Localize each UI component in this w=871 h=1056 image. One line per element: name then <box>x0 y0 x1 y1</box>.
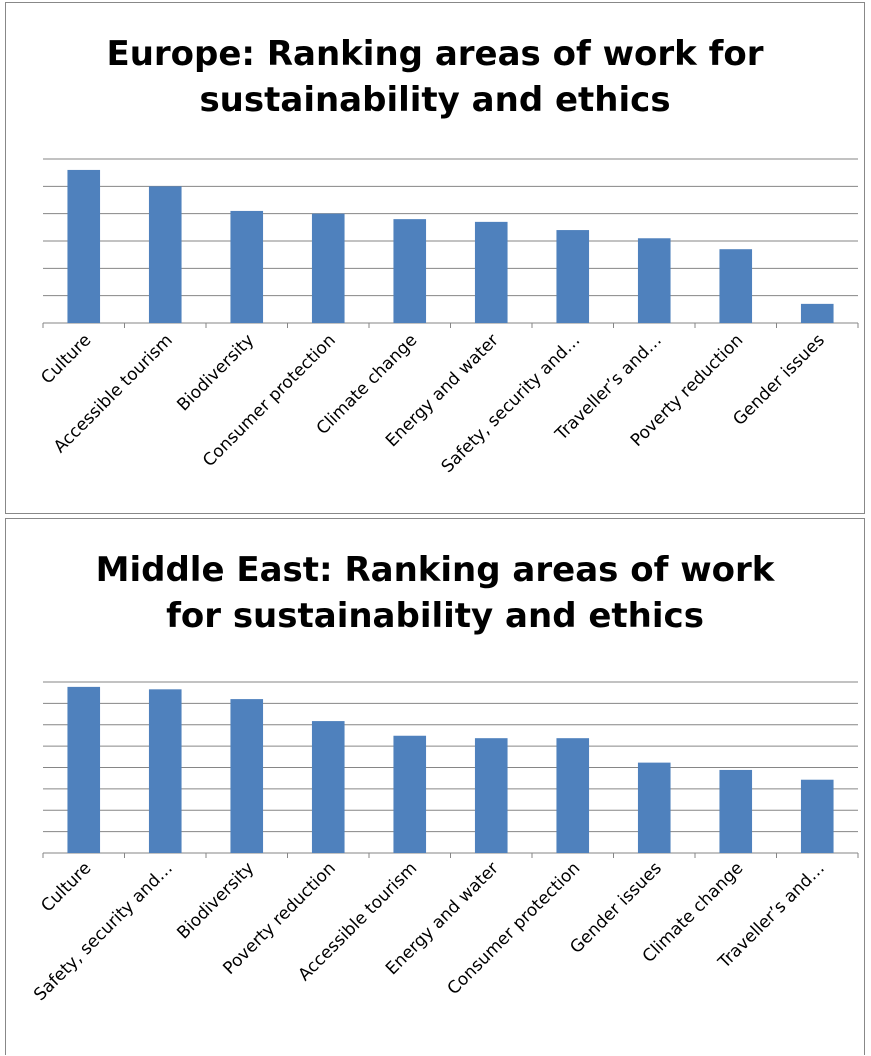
chart-title: Europe: Ranking areas of work for sustai… <box>6 31 864 123</box>
bar <box>719 769 753 853</box>
bar <box>393 735 427 853</box>
category-label: Safety, security and… <box>438 330 585 477</box>
chart-title-line: Europe: Ranking areas of work for <box>106 34 764 74</box>
bar <box>67 686 101 853</box>
bar <box>148 186 182 323</box>
bar <box>556 230 590 323</box>
bar <box>311 213 345 323</box>
chart-title-line: sustainability and ethics <box>199 80 671 120</box>
category-label: Culture <box>37 858 95 916</box>
bar <box>474 221 508 323</box>
category-label: Biodiversity <box>173 330 258 415</box>
bar <box>311 721 345 853</box>
bar <box>800 303 834 323</box>
bar <box>637 238 671 323</box>
chart-panel-europe: Europe: Ranking areas of work for sustai… <box>5 2 865 514</box>
bar <box>230 210 264 323</box>
category-label: Consumer protection <box>199 330 340 471</box>
bar <box>148 689 182 853</box>
category-label: Consumer protection <box>444 858 585 999</box>
category-label: Safety, security and… <box>30 858 177 1005</box>
chart-panel-middle-east: Middle East: Ranking areas of work for s… <box>5 518 865 1055</box>
bar <box>67 169 101 323</box>
bar <box>719 249 753 323</box>
category-label: Biodiversity <box>173 858 258 943</box>
bar <box>474 738 508 853</box>
chart-title-line: for sustainability and ethics <box>166 596 704 636</box>
category-label: Culture <box>37 330 95 388</box>
bar <box>637 762 671 853</box>
bar <box>556 738 590 853</box>
bar <box>393 219 427 323</box>
chart-title: Middle East: Ranking areas of work for s… <box>6 547 864 639</box>
bar <box>800 779 834 853</box>
bar <box>230 699 264 853</box>
chart-title-line: Middle East: Ranking areas of work <box>95 550 775 590</box>
